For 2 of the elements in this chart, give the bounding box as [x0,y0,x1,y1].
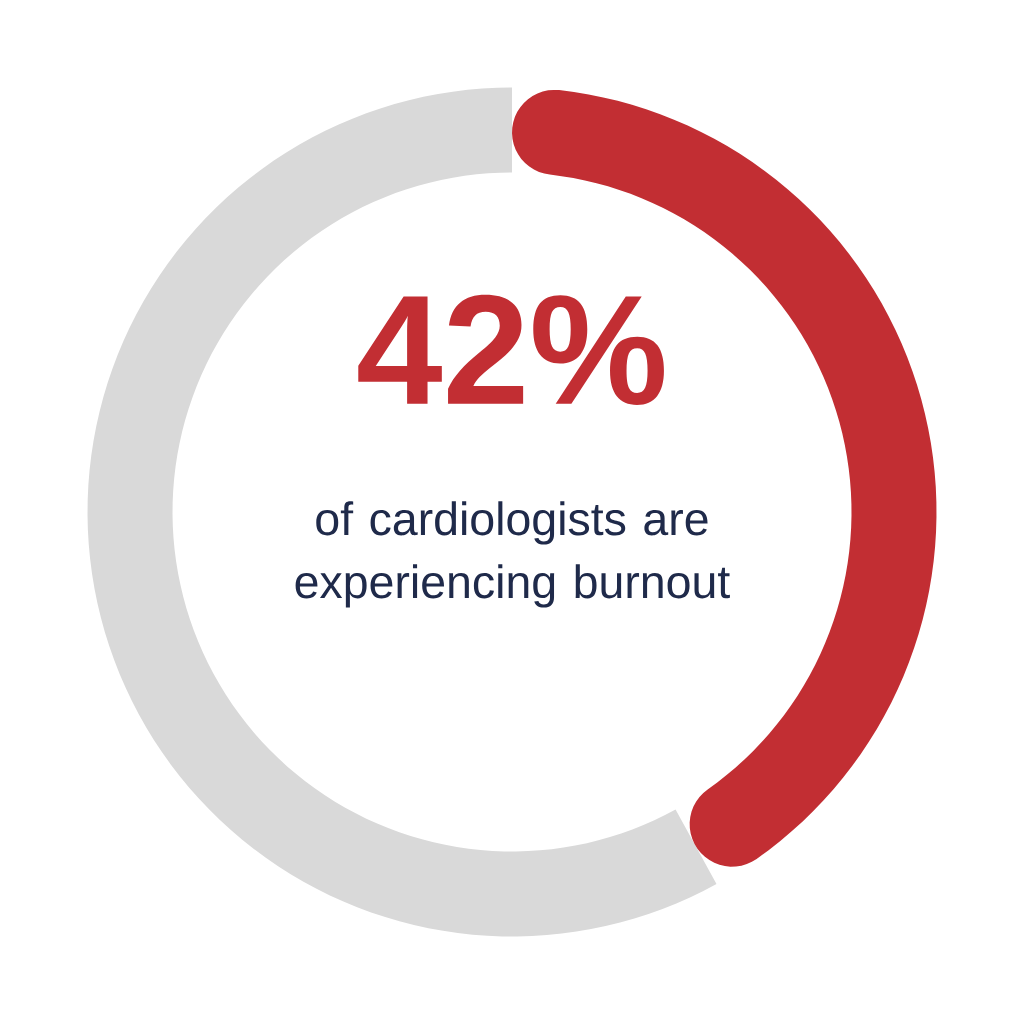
text: of cardiologists are experiencing burnout [295,501,730,608]
data-label: 42% [358,294,664,405]
